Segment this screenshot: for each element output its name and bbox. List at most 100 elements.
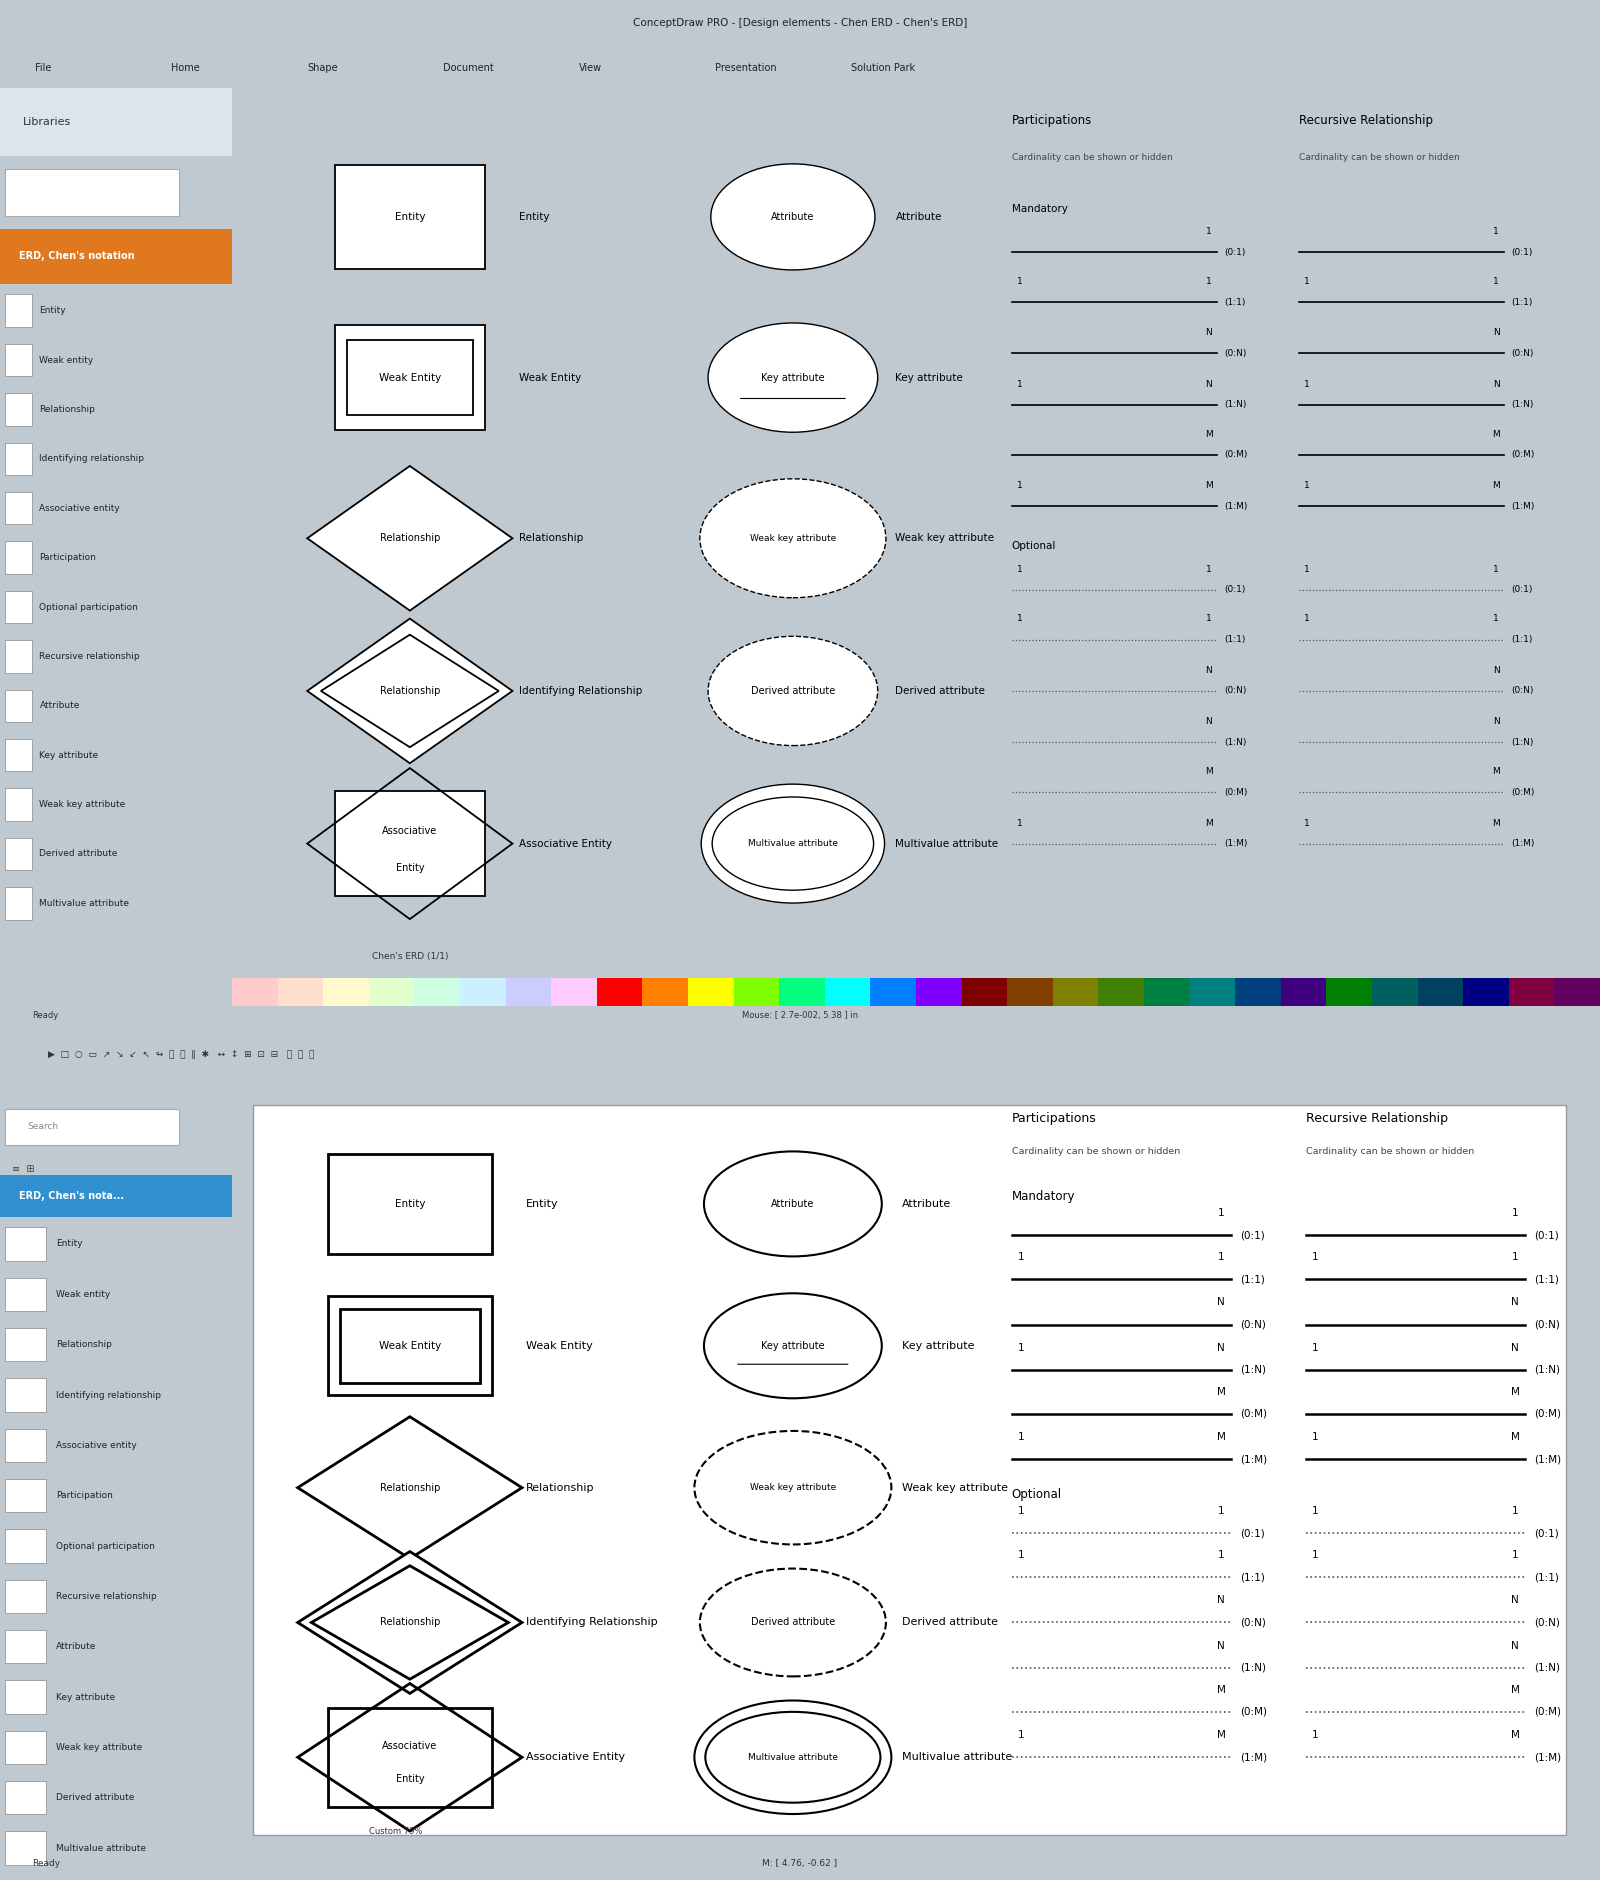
- FancyBboxPatch shape: [5, 541, 32, 573]
- Text: 1: 1: [1493, 615, 1499, 624]
- Text: (1:N): (1:N): [1534, 1664, 1560, 1673]
- Text: (0:1): (0:1): [1510, 248, 1533, 258]
- Text: Recursive Relationship: Recursive Relationship: [1306, 1113, 1448, 1126]
- Polygon shape: [298, 1418, 522, 1559]
- Text: 1: 1: [1493, 564, 1499, 573]
- FancyBboxPatch shape: [0, 1175, 232, 1216]
- Text: 1: 1: [1018, 564, 1022, 573]
- Text: N: N: [1218, 1297, 1226, 1307]
- Text: Optional participation: Optional participation: [40, 602, 138, 611]
- Text: 1: 1: [1312, 1433, 1318, 1442]
- Text: (1:N): (1:N): [1224, 400, 1246, 410]
- Bar: [688, 978, 733, 1006]
- Text: (0:N): (0:N): [1224, 350, 1246, 357]
- FancyBboxPatch shape: [328, 1295, 491, 1395]
- Text: M: M: [1493, 767, 1499, 776]
- Text: (0:M): (0:M): [1240, 1408, 1267, 1419]
- FancyBboxPatch shape: [5, 1109, 179, 1145]
- Text: Derived attribute: Derived attribute: [56, 1794, 134, 1803]
- Text: 1: 1: [1218, 1209, 1224, 1218]
- Text: 1: 1: [1304, 564, 1310, 573]
- Text: 1: 1: [1206, 615, 1211, 624]
- Text: Attribute: Attribute: [902, 1199, 952, 1209]
- Text: (0:1): (0:1): [1534, 1528, 1558, 1538]
- Text: (0:N): (0:N): [1510, 350, 1533, 357]
- Text: 1: 1: [1512, 1506, 1518, 1515]
- Text: Participations: Participations: [1011, 1113, 1096, 1126]
- Text: 1: 1: [1304, 481, 1310, 491]
- FancyBboxPatch shape: [5, 1228, 46, 1261]
- Text: Derived attribute: Derived attribute: [896, 686, 986, 696]
- Bar: [1555, 978, 1600, 1006]
- FancyBboxPatch shape: [5, 1731, 46, 1763]
- Text: Weak Entity: Weak Entity: [379, 372, 442, 384]
- Text: M: M: [1493, 431, 1499, 438]
- FancyBboxPatch shape: [5, 690, 32, 722]
- Text: 1: 1: [1493, 227, 1499, 237]
- Text: (0:1): (0:1): [1240, 1230, 1266, 1241]
- Text: 1: 1: [1206, 276, 1211, 286]
- Text: (1:1): (1:1): [1534, 1275, 1560, 1284]
- Bar: [1418, 978, 1464, 1006]
- Text: Document: Document: [443, 62, 494, 73]
- Text: Cardinality can be shown or hidden: Cardinality can be shown or hidden: [1299, 152, 1459, 162]
- FancyBboxPatch shape: [5, 1278, 46, 1310]
- Text: (0:1): (0:1): [1224, 585, 1245, 594]
- Text: Derived attribute: Derived attribute: [902, 1617, 998, 1628]
- Text: 1: 1: [1512, 1209, 1518, 1218]
- Text: Weak entity: Weak entity: [40, 355, 94, 365]
- Text: Relationship: Relationship: [379, 1483, 440, 1493]
- Ellipse shape: [710, 164, 875, 271]
- Text: (1:1): (1:1): [1240, 1275, 1266, 1284]
- Text: Relationship: Relationship: [379, 1617, 440, 1628]
- FancyBboxPatch shape: [5, 838, 32, 870]
- Polygon shape: [322, 635, 499, 746]
- Bar: [597, 978, 642, 1006]
- Text: Entity: Entity: [526, 1199, 558, 1209]
- Text: 1: 1: [1018, 818, 1022, 827]
- Text: N: N: [1512, 1297, 1518, 1307]
- Text: N: N: [1218, 1596, 1226, 1606]
- Text: (1:M): (1:M): [1224, 838, 1246, 848]
- Text: Mandatory: Mandatory: [1011, 203, 1067, 214]
- Text: Weak key attribute: Weak key attribute: [750, 1483, 837, 1493]
- Text: Cardinality can be shown or hidden: Cardinality can be shown or hidden: [1011, 1147, 1181, 1156]
- Text: Cardinality can be shown or hidden: Cardinality can be shown or hidden: [1306, 1147, 1474, 1156]
- FancyBboxPatch shape: [5, 1378, 46, 1412]
- Text: M: M: [1205, 481, 1213, 491]
- Polygon shape: [312, 1566, 509, 1679]
- Text: N: N: [1493, 329, 1499, 337]
- Text: Associative Entity: Associative Entity: [520, 838, 613, 848]
- Bar: [1098, 978, 1144, 1006]
- Text: Identifying Relationship: Identifying Relationship: [526, 1617, 658, 1628]
- FancyBboxPatch shape: [5, 887, 32, 919]
- Text: ▶  □  ○  ▭  ↗  ↘  ↙  ↖  ↬  ⤴  ⤵  ‖  ✱   ↔  ↕  ⊞  ⊡  ⊟   🔍  ✋  👤: ▶ □ ○ ▭ ↗ ↘ ↙ ↖ ↬ ⤴ ⤵ ‖ ✱ ↔ ↕ ⊞ ⊡ ⊟ 🔍 ✋ …: [48, 1051, 314, 1058]
- FancyBboxPatch shape: [5, 344, 32, 376]
- Text: Participation: Participation: [56, 1491, 112, 1500]
- Text: 1: 1: [1304, 615, 1310, 624]
- Text: Multivalue attribute: Multivalue attribute: [40, 899, 130, 908]
- Bar: [733, 978, 779, 1006]
- Text: Ready: Ready: [32, 1859, 61, 1867]
- Text: Entity: Entity: [40, 306, 66, 316]
- FancyBboxPatch shape: [5, 493, 32, 525]
- Text: N: N: [1512, 1641, 1518, 1651]
- Text: Attribute: Attribute: [771, 1199, 814, 1209]
- Bar: [779, 978, 826, 1006]
- Text: 1: 1: [1312, 1252, 1318, 1261]
- Text: File: File: [35, 62, 51, 73]
- Text: (0:1): (0:1): [1510, 585, 1533, 594]
- Text: (0:N): (0:N): [1240, 1320, 1266, 1329]
- Text: Optional: Optional: [1011, 1489, 1062, 1502]
- Text: Relationship: Relationship: [526, 1483, 595, 1493]
- Text: Weak key attribute: Weak key attribute: [902, 1483, 1008, 1493]
- Bar: [962, 978, 1008, 1006]
- Text: Derived attribute: Derived attribute: [750, 686, 835, 696]
- FancyBboxPatch shape: [5, 1831, 46, 1865]
- Text: Key attribute: Key attribute: [902, 1340, 974, 1352]
- Text: Presentation: Presentation: [715, 62, 778, 73]
- Text: Attribute: Attribute: [40, 701, 80, 711]
- Text: Associative Entity: Associative Entity: [526, 1752, 626, 1762]
- Text: M: M: [1205, 818, 1213, 827]
- Text: Entity: Entity: [395, 1199, 426, 1209]
